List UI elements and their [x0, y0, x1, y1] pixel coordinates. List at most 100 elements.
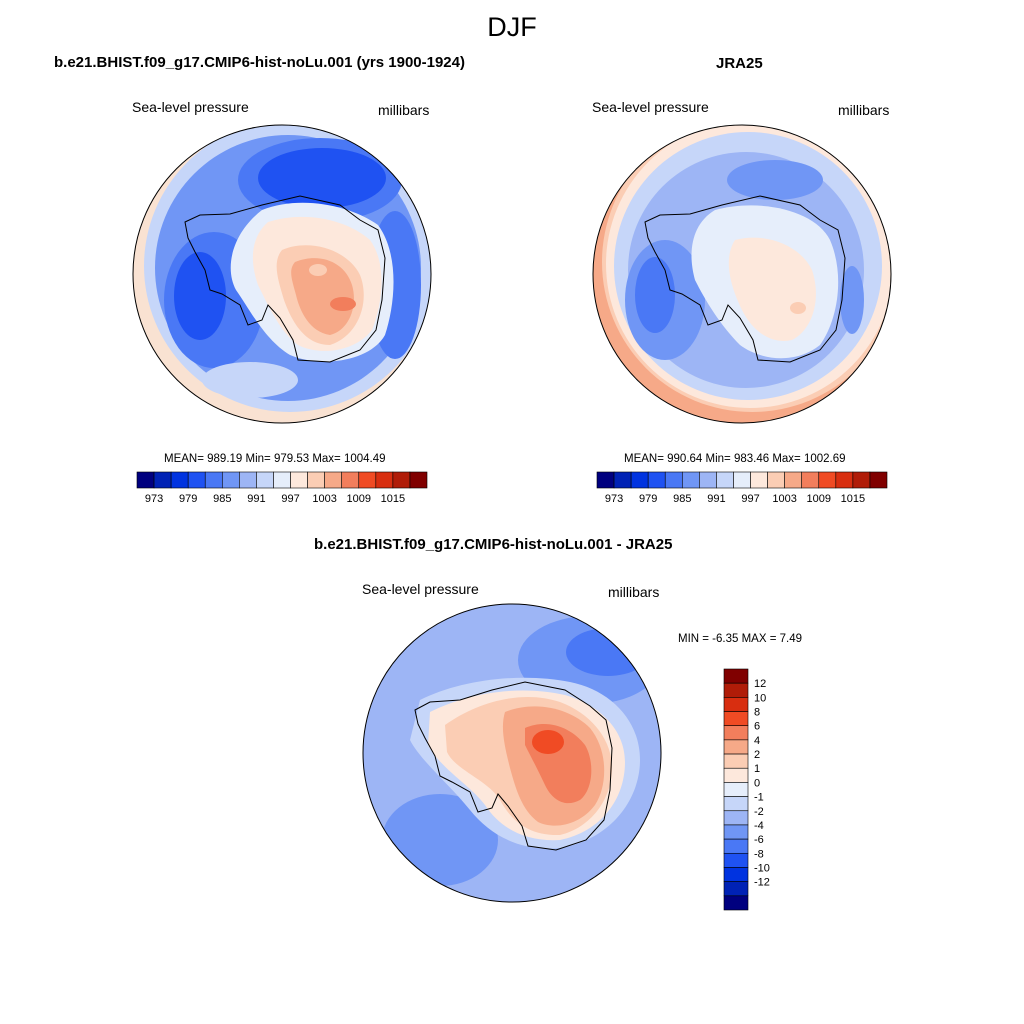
diff-variable-label: Sea-level pressure	[362, 581, 479, 597]
colorbar-box	[869, 471, 888, 489]
colorbar-box	[409, 471, 428, 489]
colorbar-tick-label: 1003	[312, 493, 336, 505]
colorbar-box	[723, 753, 749, 769]
colorbar-tick-label: 973	[145, 493, 163, 505]
colorbar-tick-label: -4	[754, 820, 764, 832]
colorbar-tick-label: -10	[754, 862, 770, 874]
obs-map-border	[592, 124, 892, 424]
colorbar-box	[204, 471, 223, 489]
colorbar-tick-label: 1	[754, 763, 760, 775]
obs-continent-max	[790, 302, 806, 314]
colorbar-box	[723, 895, 749, 911]
colorbar-tick-label: 1009	[347, 493, 371, 505]
colorbar-box	[723, 824, 749, 840]
colorbar-box	[723, 782, 749, 797]
diff-map-border	[362, 603, 662, 903]
colorbar-tick-label: -12	[754, 877, 770, 889]
colorbar-tick-label: -8	[754, 848, 764, 860]
colorbar-box	[136, 471, 155, 489]
colorbar-box	[733, 471, 751, 489]
model-colorbar: 973 979 985 991 997 1003 1009 1015	[136, 471, 428, 505]
model-stats: MEAN= 989.19 Min= 979.53 Max= 1004.49	[164, 453, 386, 465]
colorbar-box	[630, 471, 649, 489]
obs-panel-title: JRA25	[716, 55, 763, 72]
colorbar-tick-label: 979	[639, 493, 657, 505]
colorbar-box	[273, 471, 291, 489]
colorbar-box	[256, 471, 274, 489]
diff-map	[363, 604, 661, 902]
model-map	[133, 125, 431, 423]
colorbar-box	[723, 838, 749, 854]
colorbar-box	[801, 471, 820, 489]
obs-continent-997	[728, 237, 816, 341]
diff-continent-max	[532, 730, 564, 754]
colorbar-tick-label: 1015	[841, 493, 865, 505]
model-panel-title: b.e21.BHIST.f09_g17.CMIP6-hist-noLu.001 …	[54, 54, 465, 71]
colorbar-box	[723, 711, 749, 727]
colorbar-tick-label: 997	[741, 493, 759, 505]
colorbar-tick-label: 10	[754, 692, 766, 704]
model-continent-dip	[309, 264, 327, 276]
colorbar-tick-label: 1003	[772, 493, 796, 505]
colorbar-box	[723, 867, 749, 882]
diff-coastline	[414, 681, 613, 851]
model-coastline	[184, 195, 386, 363]
colorbar-tick-label: 973	[605, 493, 623, 505]
colorbar-box	[723, 682, 749, 698]
colorbar-box	[784, 471, 803, 489]
diff-units-label: millibars	[608, 584, 660, 600]
colorbar-tick-label: 991	[707, 493, 725, 505]
colorbar-tick-label: 2	[754, 749, 760, 761]
colorbar-tick-label: 12	[754, 678, 766, 690]
colorbar-box	[324, 471, 343, 489]
model-low-west-core	[174, 252, 226, 340]
colorbar-box	[835, 471, 854, 489]
colorbar-tick-label: 1015	[381, 493, 405, 505]
model-continent-1003	[291, 258, 354, 335]
obs-map	[593, 125, 891, 423]
colorbar-box	[767, 471, 785, 489]
colorbar-box	[153, 471, 172, 489]
obs-stats: MEAN= 990.64 Min= 983.46 Max= 1002.69	[624, 453, 846, 465]
obs-low-north	[727, 160, 823, 200]
model-units-label: millibars	[378, 102, 430, 118]
colorbar-box	[290, 471, 308, 489]
diff-stats: MIN = -6.35 MAX = 7.49	[678, 633, 803, 645]
colorbar-box	[723, 881, 749, 897]
diff-panel-title: b.e21.BHIST.f09_g17.CMIP6-hist-noLu.001 …	[314, 536, 673, 553]
obs-colorbar: 973 979 985 991 997 1003 1009 1015	[596, 471, 888, 505]
colorbar-tick-label: -6	[754, 834, 764, 846]
colorbar-box	[392, 471, 411, 489]
obs-variable-label: Sea-level pressure	[592, 99, 709, 115]
colorbar-box	[596, 471, 615, 489]
model-map-border	[132, 124, 432, 424]
colorbar-tick-label: 985	[213, 493, 231, 505]
colorbar-box	[723, 767, 749, 783]
colorbar-box	[723, 697, 749, 712]
colorbar-box	[613, 471, 632, 489]
colorbar-tick-label: 0	[754, 777, 760, 789]
colorbar-box	[681, 471, 700, 489]
colorbar-box	[664, 471, 683, 489]
colorbar-box	[221, 471, 240, 489]
colorbar-box	[852, 471, 871, 489]
colorbar-box	[716, 471, 734, 489]
colorbar-tick-label: 997	[281, 493, 299, 505]
colorbar-box	[723, 810, 749, 826]
colorbar-box	[723, 739, 749, 755]
colorbar-box	[647, 471, 666, 489]
colorbar-box	[699, 471, 717, 489]
colorbar-box	[723, 796, 749, 812]
obs-units-label: millibars	[838, 102, 890, 118]
colorbar-tick-label: 6	[754, 721, 760, 733]
colorbar-tick-label: -2	[754, 806, 764, 818]
colorbar-tick-label: 979	[179, 493, 197, 505]
obs-coastline	[644, 195, 846, 363]
colorbar-tick-label: 8	[754, 707, 760, 719]
colorbar-box	[723, 852, 749, 868]
model-low-north-core	[258, 148, 386, 208]
colorbar-tick-label: -1	[754, 792, 764, 804]
colorbar-box	[375, 471, 394, 489]
